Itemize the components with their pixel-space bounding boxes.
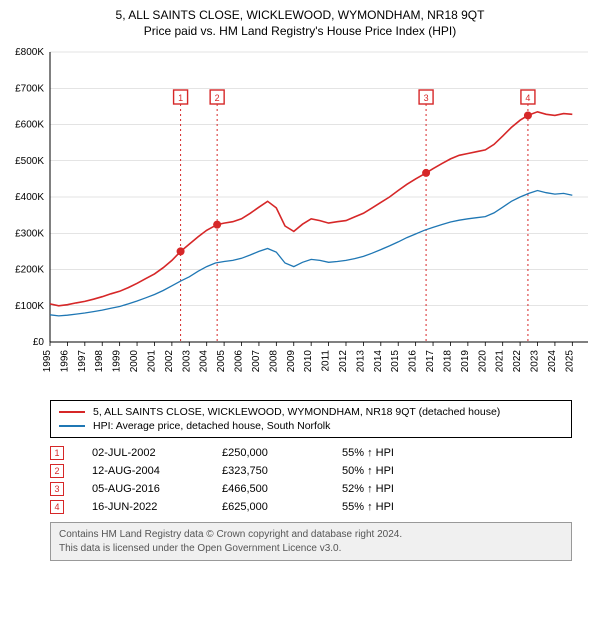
svg-text:£600K: £600K (15, 120, 44, 131)
svg-text:2002: 2002 (164, 350, 175, 373)
sale-pct-vs-hpi: 55% ↑ HPI (342, 447, 452, 459)
svg-text:2007: 2007 (251, 350, 262, 373)
legend-label-property: 5, ALL SAINTS CLOSE, WICKLEWOOD, WYMONDH… (93, 406, 500, 418)
svg-text:2024: 2024 (547, 350, 558, 373)
svg-text:2021: 2021 (495, 350, 506, 373)
sale-date: 12-AUG-2004 (92, 465, 222, 477)
svg-text:2023: 2023 (530, 350, 541, 373)
sale-date: 16-JUN-2022 (92, 501, 222, 513)
svg-text:4: 4 (525, 93, 530, 103)
legend: 5, ALL SAINTS CLOSE, WICKLEWOOD, WYMONDH… (50, 400, 572, 438)
svg-text:2004: 2004 (199, 350, 210, 373)
table-row: 1 02-JUL-2002 £250,000 55% ↑ HPI (50, 444, 572, 462)
legend-item-property: 5, ALL SAINTS CLOSE, WICKLEWOOD, WYMONDH… (59, 405, 563, 419)
sale-price: £323,750 (222, 465, 342, 477)
svg-text:2025: 2025 (564, 350, 575, 373)
svg-text:2006: 2006 (234, 350, 245, 373)
footer-line2: This data is licensed under the Open Gov… (59, 542, 563, 556)
svg-text:2011: 2011 (321, 350, 332, 372)
svg-text:2014: 2014 (373, 350, 384, 373)
legend-swatch-property (59, 411, 85, 413)
svg-text:2003: 2003 (181, 350, 192, 373)
svg-text:2017: 2017 (425, 350, 436, 373)
svg-text:£100K: £100K (15, 301, 44, 312)
svg-text:2020: 2020 (477, 350, 488, 373)
svg-text:2000: 2000 (129, 350, 140, 373)
sale-pct-vs-hpi: 52% ↑ HPI (342, 483, 452, 495)
sale-pct-vs-hpi: 50% ↑ HPI (342, 465, 452, 477)
svg-text:£400K: £400K (15, 192, 44, 203)
table-row: 4 16-JUN-2022 £625,000 55% ↑ HPI (50, 498, 572, 516)
svg-text:£200K: £200K (15, 265, 44, 276)
svg-text:2001: 2001 (146, 350, 157, 373)
svg-text:2018: 2018 (442, 350, 453, 373)
svg-text:£700K: £700K (15, 83, 44, 94)
chart-container: 5, ALL SAINTS CLOSE, WICKLEWOOD, WYMONDH… (0, 0, 600, 561)
chart-svg: £0 £100K £200K £300K £400K £500K £600K £700K £80… (0, 42, 600, 392)
svg-text:2016: 2016 (408, 350, 419, 373)
sale-pct-vs-hpi: 55% ↑ HPI (342, 501, 452, 513)
svg-text:2009: 2009 (286, 350, 297, 373)
sale-date: 02-JUL-2002 (92, 447, 222, 459)
legend-swatch-hpi (59, 425, 85, 427)
title-address: 5, ALL SAINTS CLOSE, WICKLEWOOD, WYMONDH… (10, 8, 590, 22)
footer-attribution: Contains HM Land Registry data © Crown c… (50, 522, 572, 561)
svg-text:£500K: £500K (15, 156, 44, 167)
svg-text:2: 2 (215, 93, 220, 103)
sales-table: 1 02-JUL-2002 £250,000 55% ↑ HPI 2 12-AU… (50, 444, 572, 516)
svg-text:2010: 2010 (303, 350, 314, 373)
svg-text:1999: 1999 (112, 350, 123, 373)
sale-price: £466,500 (222, 483, 342, 495)
table-row: 2 12-AUG-2004 £323,750 50% ↑ HPI (50, 462, 572, 480)
svg-text:2015: 2015 (390, 350, 401, 373)
chart-titles: 5, ALL SAINTS CLOSE, WICKLEWOOD, WYMONDH… (0, 0, 600, 42)
svg-text:2022: 2022 (512, 350, 523, 373)
svg-text:£800K: £800K (15, 47, 44, 58)
footer-line1: Contains HM Land Registry data © Crown c… (59, 528, 563, 542)
sale-marker-icon: 1 (50, 446, 64, 460)
svg-text:3: 3 (424, 93, 429, 103)
sale-marker-icon: 4 (50, 500, 64, 514)
svg-text:2012: 2012 (338, 350, 349, 373)
legend-label-hpi: HPI: Average price, detached house, Sout… (93, 420, 330, 432)
svg-text:1995: 1995 (42, 350, 53, 373)
sale-marker-icon: 2 (50, 464, 64, 478)
table-row: 3 05-AUG-2016 £466,500 52% ↑ HPI (50, 480, 572, 498)
svg-text:2013: 2013 (355, 350, 366, 373)
legend-item-hpi: HPI: Average price, detached house, Sout… (59, 419, 563, 433)
svg-text:2019: 2019 (460, 350, 471, 373)
sale-marker-icon: 3 (50, 482, 64, 496)
svg-text:1996: 1996 (59, 350, 70, 373)
svg-text:2005: 2005 (216, 350, 227, 373)
svg-text:1997: 1997 (77, 350, 88, 373)
chart-plot-area: £0 £100K £200K £300K £400K £500K £600K £700K £80… (0, 42, 600, 392)
sale-price: £250,000 (222, 447, 342, 459)
sale-price: £625,000 (222, 501, 342, 513)
svg-text:£0: £0 (33, 337, 45, 348)
svg-text:1: 1 (178, 93, 183, 103)
svg-text:2008: 2008 (268, 350, 279, 373)
sale-date: 05-AUG-2016 (92, 483, 222, 495)
svg-text:£300K: £300K (15, 228, 44, 239)
svg-text:1998: 1998 (94, 350, 105, 373)
title-subtitle: Price paid vs. HM Land Registry's House … (10, 24, 590, 38)
